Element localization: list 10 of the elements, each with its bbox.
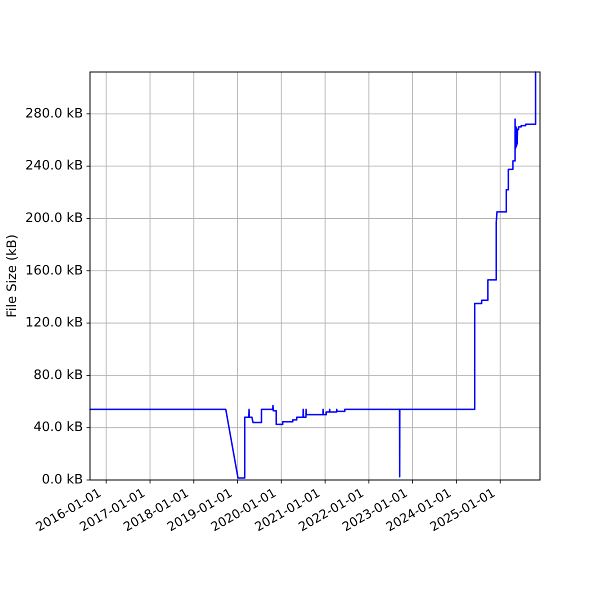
y-tick-label: 80.0 kB bbox=[33, 368, 83, 383]
y-tick-label: 160.0 kB bbox=[25, 263, 83, 278]
y-tick-label: 280.0 kB bbox=[25, 106, 83, 122]
y-tick-label: 40.0 kB bbox=[33, 420, 83, 436]
y-tick-label: 240.0 kB bbox=[25, 158, 83, 174]
y-tick-label: 200.0 kB bbox=[25, 210, 83, 226]
y-tick-label: 120.0 kB bbox=[25, 316, 83, 331]
y-axis-title: File Size (kB) bbox=[4, 234, 20, 318]
line-series bbox=[89, 71, 536, 479]
y-tick-label: 0.0 kB bbox=[42, 472, 83, 488]
